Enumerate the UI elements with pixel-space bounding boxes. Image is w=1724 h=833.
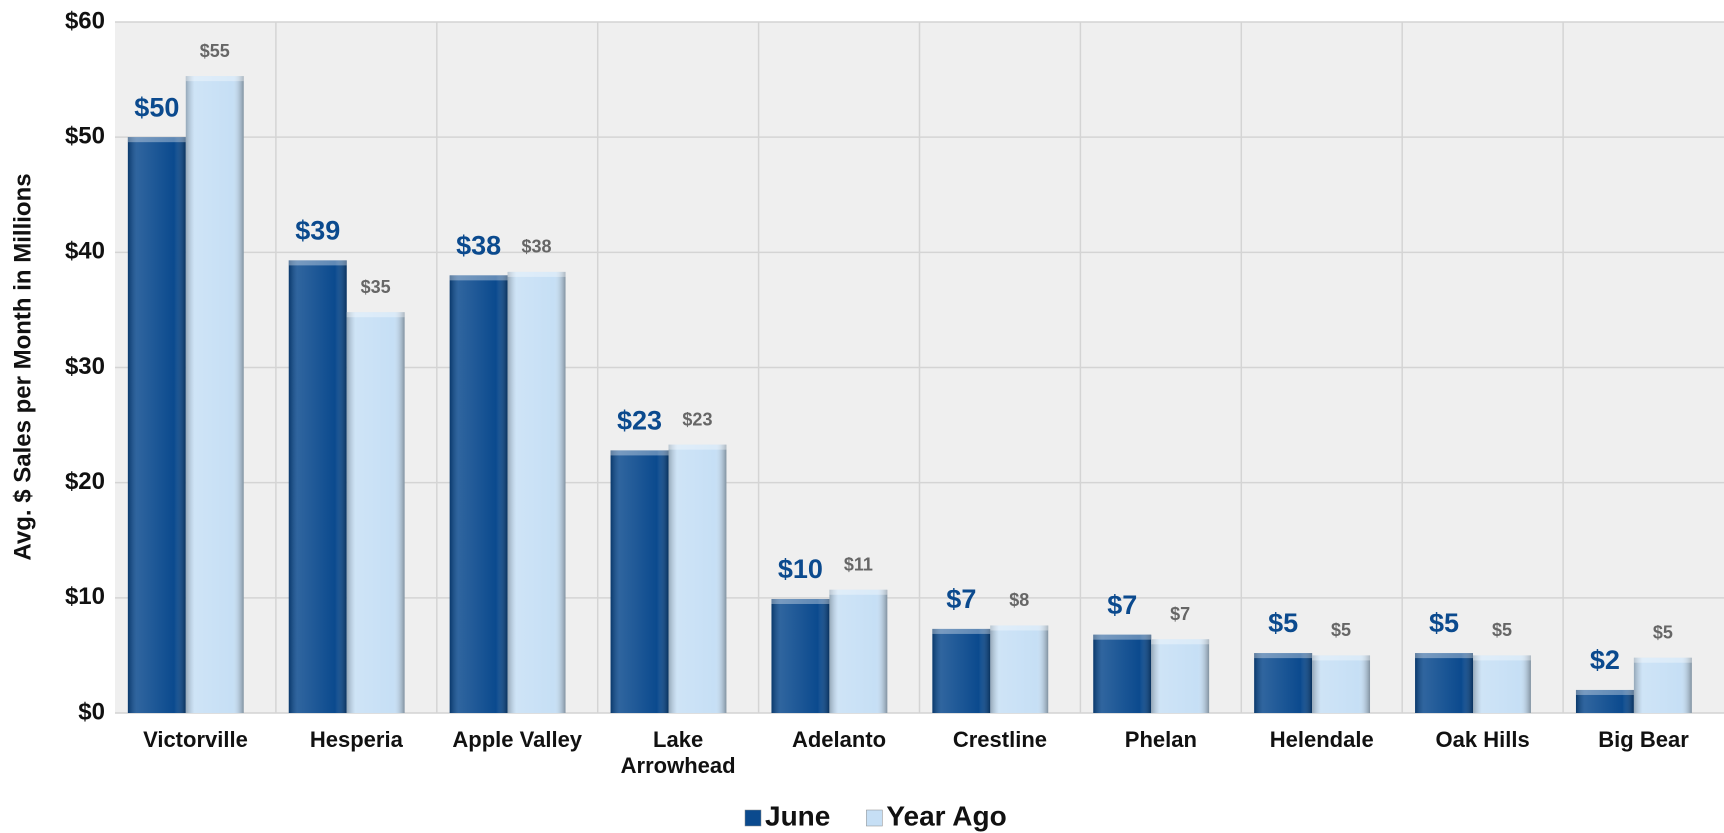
- bar-shade: [1312, 655, 1371, 713]
- data-label: $50: [134, 92, 179, 122]
- bar-cap: [1312, 655, 1371, 661]
- bar-shade: [1575, 689, 1634, 713]
- bar-cap: [771, 598, 830, 604]
- x-tick-label: Adelanto: [791, 727, 887, 752]
- x-tick-label: Victorville: [143, 727, 248, 752]
- x-tick-label: Oak Hills: [1435, 727, 1530, 752]
- bar-shade: [829, 589, 888, 713]
- bar-cap: [1415, 653, 1473, 659]
- data-label: $23: [617, 406, 662, 436]
- y-tick-label: $60: [65, 7, 105, 34]
- data-label: $5: [1492, 620, 1512, 640]
- bar-cap: [668, 444, 727, 450]
- data-label: $7: [946, 584, 976, 614]
- y-axis-title: Avg. $ Sales per Month in Millions: [9, 173, 36, 560]
- data-label: $35: [361, 277, 391, 297]
- bar-cap: [1093, 634, 1152, 640]
- bar-cap: [507, 271, 566, 277]
- x-tick-label: Phelan: [1124, 727, 1197, 752]
- x-tick-label: Hesperia: [309, 727, 403, 752]
- bar-shade: [185, 76, 244, 713]
- y-tick-label: $10: [65, 583, 105, 610]
- bar-shade: [668, 444, 727, 713]
- x-tick-label: Lake Arrowhead: [620, 727, 736, 778]
- bar-shade: [127, 137, 186, 713]
- y-tick-label: $40: [65, 238, 105, 265]
- bar-cap: [1575, 689, 1634, 695]
- data-label: $55: [200, 41, 230, 61]
- legend-swatch: [744, 809, 762, 827]
- bar-cap: [610, 450, 669, 456]
- legend-label: June: [765, 800, 830, 831]
- bar-cap: [288, 260, 347, 266]
- bar-shade: [771, 598, 830, 713]
- data-label: $5: [1429, 608, 1459, 638]
- bar-cap: [1633, 657, 1692, 663]
- x-tick-label: Crestline: [952, 727, 1048, 752]
- bar-shade: [1415, 653, 1473, 713]
- bar-cap: [346, 312, 405, 318]
- bar-cap: [990, 625, 1049, 631]
- bar-shade: [507, 271, 566, 713]
- y-tick-label: $30: [65, 353, 105, 380]
- data-label: $11: [844, 555, 873, 575]
- legend-swatch: [866, 809, 883, 827]
- data-label: $7: [1107, 590, 1137, 620]
- data-label: $39: [295, 216, 340, 246]
- data-label: $5: [1331, 620, 1351, 640]
- bar-shade: [288, 260, 347, 713]
- bar-cap: [1254, 653, 1313, 659]
- bar-shade: [932, 628, 991, 713]
- bar-shade: [1254, 653, 1313, 713]
- bar-cap: [185, 76, 244, 82]
- y-tick-label: $50: [65, 123, 105, 150]
- data-label: $38: [456, 230, 501, 260]
- data-label: $10: [778, 554, 823, 584]
- bar-cap: [449, 275, 508, 281]
- y-tick-label: $20: [65, 468, 105, 495]
- bar-cap: [1472, 655, 1531, 661]
- bar-shade: [1633, 657, 1692, 713]
- data-label: $38: [522, 237, 552, 257]
- x-tick-label: Big Bear: [1598, 727, 1689, 752]
- bar-cap: [127, 137, 186, 143]
- bar-cap: [829, 589, 888, 595]
- bar-cap: [1151, 639, 1210, 645]
- legend-label: Year Ago: [886, 800, 1006, 831]
- bar-shade: [346, 312, 405, 713]
- bar-cap: [932, 628, 991, 634]
- bar-shade: [610, 450, 669, 713]
- data-label: $7: [1170, 604, 1190, 624]
- bar-shade: [990, 625, 1049, 713]
- data-label: $8: [1009, 590, 1029, 610]
- bar-shade: [1472, 655, 1531, 713]
- data-label: $2: [1590, 645, 1620, 675]
- x-tick-label: Helendale: [1269, 727, 1374, 752]
- data-label: $5: [1268, 608, 1298, 638]
- bar-shade: [1093, 634, 1152, 713]
- y-tick-label: $0: [78, 698, 105, 725]
- data-label: $5: [1653, 622, 1673, 642]
- data-label: $23: [682, 409, 712, 429]
- bar-shade: [449, 275, 508, 713]
- x-tick-label: Apple Valley: [452, 727, 583, 752]
- bar-shade: [1151, 639, 1210, 713]
